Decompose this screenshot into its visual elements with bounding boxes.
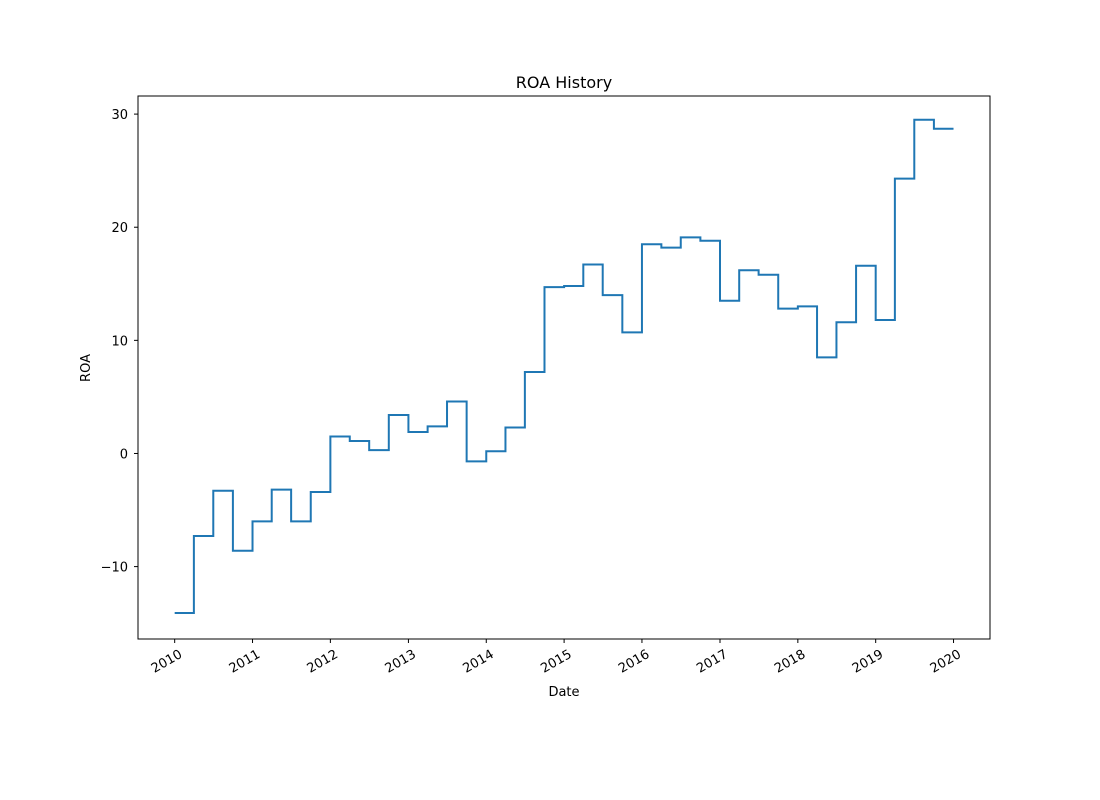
data-point (523, 370, 527, 374)
data-point (912, 118, 916, 122)
roa-series-line (174, 118, 954, 614)
data-point (367, 448, 371, 452)
data-point (328, 435, 332, 439)
data-point (874, 318, 878, 322)
data-point (173, 611, 177, 615)
chart-title: ROA History (516, 73, 612, 92)
data-point (562, 284, 566, 288)
data-point (601, 293, 605, 297)
y-axis-label: ROA (79, 354, 94, 382)
data-point (426, 424, 430, 428)
data-point (484, 449, 488, 453)
data-point (796, 304, 800, 308)
y-tick-label: 20 (111, 221, 128, 236)
data-point (445, 399, 449, 403)
data-point (854, 264, 858, 268)
y-tick-label: −10 (101, 561, 128, 576)
plot-area (173, 118, 956, 615)
y-axis: −10 0 10 20 30 (101, 108, 138, 576)
data-point (737, 268, 741, 272)
data-point (757, 273, 761, 277)
data-point (503, 425, 507, 429)
data-point (952, 127, 956, 131)
y-tick-label: 0 (120, 447, 128, 462)
data-point (893, 177, 897, 181)
data-point (640, 242, 644, 246)
data-point (211, 489, 215, 493)
data-point (659, 246, 663, 250)
data-point (231, 549, 235, 553)
y-tick-label: 30 (111, 108, 128, 123)
data-point (465, 459, 469, 463)
x-axis-label: Date (548, 685, 579, 700)
data-point (192, 534, 196, 538)
data-point (932, 127, 936, 131)
data-point (620, 330, 624, 334)
data-point (406, 430, 410, 434)
data-point (834, 320, 838, 324)
data-point (679, 235, 683, 239)
data-point (718, 299, 722, 303)
data-point (542, 285, 546, 289)
data-point (776, 307, 780, 311)
data-point (309, 490, 313, 494)
data-point (815, 355, 819, 359)
data-point (289, 519, 293, 523)
data-point (581, 263, 585, 267)
data-point (251, 519, 255, 523)
y-tick-label: 10 (111, 334, 128, 349)
data-point (270, 488, 274, 492)
data-point (348, 439, 352, 443)
data-point (387, 413, 391, 417)
data-point (698, 239, 702, 243)
